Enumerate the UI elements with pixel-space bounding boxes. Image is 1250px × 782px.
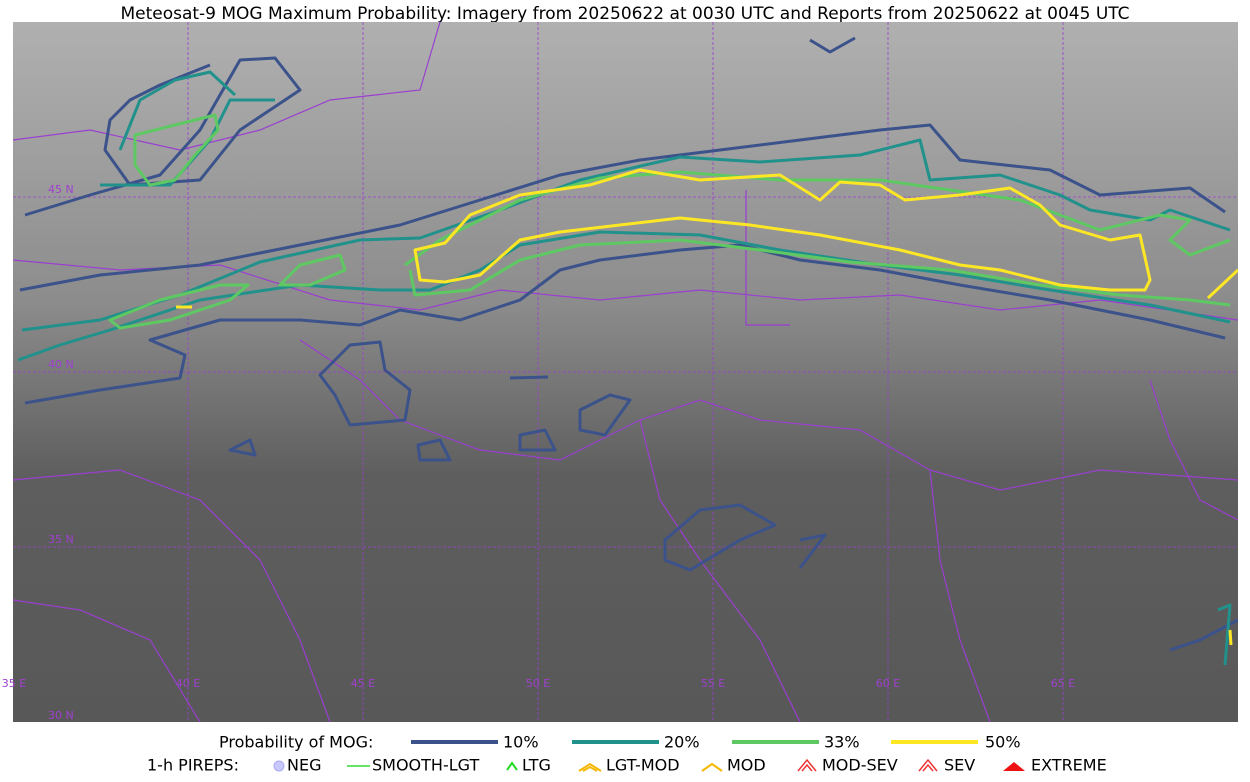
- legend-label: 1-h PIREPS:: [147, 756, 239, 775]
- legend-entry: MOD: [727, 756, 766, 775]
- lon-label: 65 E: [1051, 677, 1075, 690]
- latitude-labels: 45 N 40 N 35 N 30 N: [48, 183, 74, 722]
- legend-entry: SEV: [944, 756, 975, 775]
- legend-entry: 20%: [664, 733, 700, 752]
- legend-entry: NEG: [287, 756, 321, 775]
- lat-label: 45 N: [48, 183, 74, 196]
- legend-entry: 50%: [985, 733, 1021, 752]
- longitude-labels: 35 E 40 E 45 E 50 E 55 E 60 E 65 E: [2, 677, 1075, 690]
- lon-label: 50 E: [526, 677, 550, 690]
- lgt-mod-icon: [578, 762, 602, 772]
- contours-20: [17, 70, 1232, 666]
- lon-label: 55 E: [701, 677, 725, 690]
- lat-label: 40 N: [48, 358, 74, 371]
- neg-icon: [273, 760, 285, 772]
- legend-entry: EXTREME: [1031, 756, 1107, 775]
- legend-entry: LTG: [522, 756, 551, 775]
- lon-label: 35 E: [2, 677, 26, 690]
- legend-label: Probability of MOG:: [219, 733, 373, 752]
- contours-10: [19, 36, 1238, 652]
- lat-label: 35 N: [48, 533, 74, 546]
- legend-entry: MOD-SEV: [822, 756, 898, 775]
- lon-label: 40 E: [176, 677, 200, 690]
- graticule: [13, 22, 1238, 722]
- map: [13, 22, 1238, 722]
- legend-entry: 10%: [503, 733, 539, 752]
- mod-icon: [701, 762, 723, 772]
- legend-pireps: 1-h PIREPS: NEG SMOOTH-LGT LTG LGT-MOD M…: [147, 756, 1107, 775]
- title: Meteosat-9 MOG Maximum Probability: Imag…: [120, 4, 1129, 24]
- lat-label: 30 N: [48, 709, 74, 722]
- lon-label: 60 E: [876, 677, 900, 690]
- legend-entry: SMOOTH-LGT: [372, 756, 479, 775]
- legend-entry: LGT-MOD: [606, 756, 680, 775]
- sev-icon: [918, 758, 938, 772]
- contours-50: [176, 168, 1238, 646]
- lon-label: 45 E: [351, 677, 375, 690]
- legend-entry: 33%: [824, 733, 860, 752]
- ltg-icon: [506, 761, 518, 771]
- legend-probability: Probability of MOG: 10% 20% 33% 50%: [219, 733, 1021, 752]
- extreme-icon: [1003, 762, 1025, 771]
- mod-sev-icon: [797, 758, 817, 772]
